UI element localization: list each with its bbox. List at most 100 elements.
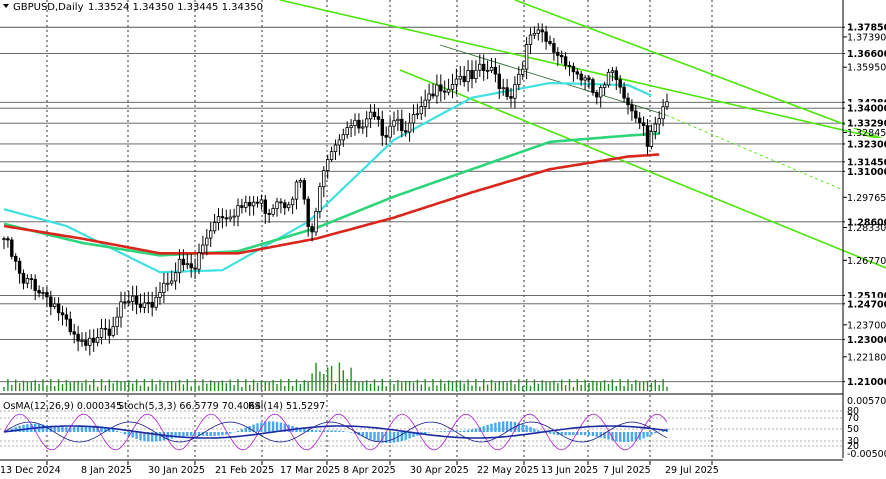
indicator-axis-label: 70 bbox=[847, 413, 859, 424]
candle-body bbox=[56, 303, 61, 314]
candle-body bbox=[560, 55, 564, 58]
x-tick-label: 29 Jul 2025 bbox=[665, 465, 719, 476]
osma-label: OsMA(12,26,9) 0.000345 bbox=[3, 401, 122, 412]
candle-body bbox=[166, 282, 170, 285]
candle-body bbox=[536, 29, 540, 34]
candle-body bbox=[630, 104, 634, 112]
dropdown-triangle-icon[interactable] bbox=[3, 4, 9, 8]
y-tick-label: 1.37390 bbox=[847, 32, 886, 43]
candle-body bbox=[33, 278, 37, 291]
candle-body bbox=[657, 118, 661, 125]
candle-body bbox=[427, 93, 431, 101]
ma-green-line bbox=[3, 132, 660, 257]
candle-body bbox=[548, 40, 552, 44]
candle-body bbox=[431, 93, 435, 97]
candle-body bbox=[53, 303, 57, 307]
candle-body bbox=[306, 198, 310, 227]
candle-body bbox=[127, 301, 131, 303]
candle-body bbox=[76, 333, 80, 342]
indicator-axis-label: 20 bbox=[847, 441, 859, 452]
candle-body bbox=[41, 292, 45, 294]
candle-body bbox=[37, 290, 41, 294]
candle-body bbox=[388, 125, 392, 138]
candle-body bbox=[310, 226, 314, 233]
candle-body bbox=[595, 91, 599, 98]
candle-body bbox=[302, 180, 306, 200]
x-tick-label: 30 Apr 2025 bbox=[410, 465, 469, 476]
y-tick-label: 1.31450 bbox=[847, 157, 886, 168]
channel-upper-2 bbox=[514, 0, 886, 141]
candle-body bbox=[396, 118, 400, 122]
y-tick-label: 1.24700 bbox=[847, 299, 886, 310]
candle-body bbox=[173, 272, 178, 282]
candle-body bbox=[638, 117, 642, 124]
candle-body bbox=[216, 216, 221, 223]
candle-body bbox=[158, 292, 162, 298]
y-tick-label: 1.23700 bbox=[847, 320, 886, 331]
y-tick-label: 1.33290 bbox=[847, 119, 886, 130]
ma-red-line bbox=[3, 153, 660, 255]
candle-body bbox=[220, 216, 225, 219]
candle-body bbox=[45, 292, 49, 298]
y-label-box bbox=[845, 289, 886, 301]
candle-body bbox=[275, 201, 279, 209]
candle-body bbox=[423, 99, 427, 107]
candle-body bbox=[493, 66, 498, 75]
y-tick-label: 1.34000 bbox=[847, 104, 886, 115]
y-tick-label: 1.28600 bbox=[847, 217, 886, 228]
candle-body bbox=[364, 118, 369, 128]
candle-body bbox=[189, 263, 193, 269]
candle-body bbox=[442, 90, 447, 93]
candle-body bbox=[205, 237, 209, 246]
candle-body bbox=[68, 318, 72, 333]
candle-body bbox=[84, 340, 88, 346]
indicator-pane: 0.0057008070503020-0.005007 bbox=[0, 396, 886, 460]
channel-upper-1 bbox=[279, 0, 886, 141]
candle-body bbox=[376, 116, 381, 120]
x-tick-label: 17 Mar 2025 bbox=[280, 465, 340, 476]
candle-body bbox=[123, 301, 127, 304]
candle-body bbox=[322, 170, 326, 188]
candle-body bbox=[162, 282, 166, 293]
candle-body bbox=[25, 278, 30, 284]
candle-body bbox=[489, 66, 494, 71]
candle-body bbox=[263, 199, 267, 214]
candle-body bbox=[294, 181, 299, 200]
stoch-line bbox=[3, 413, 668, 451]
candle-body bbox=[185, 263, 189, 266]
candle-body bbox=[575, 71, 579, 75]
candle-body bbox=[653, 123, 657, 132]
candle-body bbox=[556, 51, 560, 56]
candle-body bbox=[446, 88, 451, 93]
candle-body bbox=[193, 267, 197, 270]
candle-body bbox=[665, 101, 669, 108]
candle-body bbox=[267, 213, 271, 215]
candle-body bbox=[517, 73, 521, 85]
candle-body bbox=[407, 122, 412, 133]
channel-projection bbox=[665, 114, 844, 191]
candle-body bbox=[540, 29, 544, 33]
candle-body bbox=[80, 340, 84, 342]
candle-body bbox=[353, 119, 357, 127]
indicator-axis-label: 80 bbox=[847, 406, 859, 417]
y-label-box bbox=[845, 165, 886, 177]
candle-body bbox=[64, 314, 69, 320]
candle-body bbox=[411, 113, 416, 124]
candle-body bbox=[341, 134, 345, 141]
moving-averages bbox=[3, 81, 660, 274]
y-label-box bbox=[845, 102, 886, 114]
y-label-box bbox=[845, 333, 886, 345]
y-tick-label: 1.37850 bbox=[847, 23, 886, 34]
channel-lower bbox=[399, 69, 886, 269]
candle-body bbox=[72, 331, 76, 335]
x-tick-label: 22 May 2025 bbox=[477, 465, 539, 476]
y-tick-label: 1.29765 bbox=[847, 193, 886, 204]
candle-body bbox=[470, 69, 474, 80]
x-tick-label: 7 Jul 2025 bbox=[603, 465, 651, 476]
candle-body bbox=[111, 326, 115, 336]
x-tick-label: 30 Jan 2025 bbox=[148, 465, 205, 476]
candle-body bbox=[134, 295, 139, 305]
y-label-box bbox=[845, 117, 886, 129]
candle-body bbox=[208, 230, 213, 239]
